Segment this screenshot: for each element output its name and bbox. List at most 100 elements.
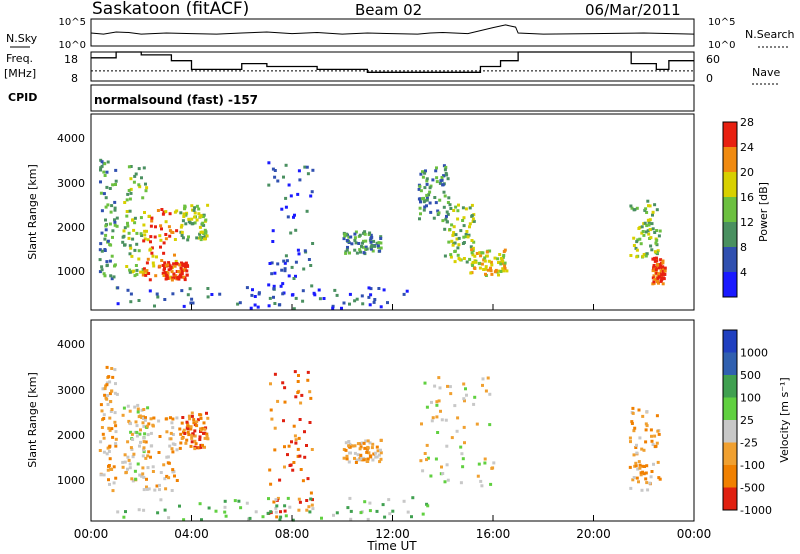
heatmap-cell [356, 453, 360, 457]
heatmap-cell [110, 204, 114, 208]
heatmap-cell [645, 252, 649, 256]
heatmap-cell [635, 206, 639, 210]
heatmap-cell [169, 431, 173, 435]
heatmap-cell [661, 270, 665, 274]
x-tick-label: 04:00 [174, 527, 209, 541]
heatmap-cell [294, 438, 298, 442]
heatmap-cell [224, 514, 228, 518]
heatmap-cell [292, 461, 296, 464]
heatmap-cell [310, 503, 314, 507]
heatmap-cell [468, 206, 472, 210]
heatmap-cell [138, 185, 142, 189]
heatmap-cell [205, 411, 208, 415]
heatmap-cell [276, 179, 280, 183]
heatmap-cell [180, 272, 184, 276]
heatmap-cell [173, 264, 177, 268]
heatmap-cell [288, 505, 292, 509]
heatmap-cell [172, 470, 176, 474]
heatmap-cell [223, 505, 227, 509]
heatmap-cell [169, 266, 173, 270]
heatmap-cell [103, 274, 107, 278]
heatmap-cell [150, 246, 154, 250]
heatmap-cell [134, 477, 138, 481]
heatmap-cell [239, 506, 243, 510]
heatmap-cell [353, 299, 357, 303]
heatmap-cell [134, 172, 138, 176]
heatmap-cell [644, 440, 648, 444]
heatmap-cell [192, 421, 196, 425]
heatmap-cell [125, 214, 129, 218]
heatmap-cell [115, 216, 119, 220]
heatmap-cell [360, 294, 364, 298]
power-ytick: 4000 [57, 132, 85, 145]
heatmap-cell [422, 196, 426, 200]
heatmap-cell [129, 422, 132, 426]
heatmap-cell [499, 262, 503, 266]
heatmap-cell [175, 416, 179, 420]
heatmap-cell [638, 436, 642, 440]
heatmap-cell [193, 211, 197, 215]
heatmap-cell [498, 260, 502, 264]
heatmap-cell [162, 210, 166, 214]
heatmap-cell [309, 396, 313, 400]
heatmap-cell [100, 409, 104, 413]
heatmap-cell [462, 224, 466, 228]
heatmap-cell [144, 273, 148, 277]
heatmap-cell [195, 236, 199, 240]
heatmap-cell [143, 432, 147, 436]
heatmap-cell [366, 439, 370, 443]
heatmap-cell [486, 376, 490, 380]
heatmap-cell [187, 433, 191, 437]
heatmap-cell [167, 476, 171, 480]
heatmap-cell [446, 201, 450, 204]
heatmap-cell [138, 444, 141, 448]
heatmap-cell [127, 231, 131, 235]
heatmap-cell [475, 422, 479, 426]
heatmap-cell [649, 475, 653, 479]
heatmap-cell [274, 506, 278, 510]
colorbar-swatch [723, 375, 737, 398]
heatmap-cell [114, 437, 118, 441]
heatmap-cell [634, 246, 638, 250]
heatmap-cell [114, 424, 118, 428]
velocity-ytick: 1000 [57, 474, 85, 487]
heatmap-cell [372, 300, 376, 304]
heatmap-cell [268, 468, 272, 472]
heatmap-cell [460, 452, 464, 456]
heatmap-cell [361, 241, 364, 245]
heatmap-cell [436, 431, 440, 434]
heatmap-cell [164, 237, 168, 241]
heatmap-cell [203, 235, 207, 239]
heatmap-cell [299, 401, 303, 405]
heatmap-cell [310, 448, 314, 451]
heatmap-cell [165, 474, 169, 478]
heatmap-cell [345, 232, 349, 236]
heatmap-cell [253, 303, 257, 307]
heatmap-cell [180, 261, 183, 265]
heatmap-cell [110, 254, 114, 258]
heatmap-cell [496, 257, 500, 261]
heatmap-cell [142, 223, 146, 227]
heatmap-cell [294, 274, 297, 278]
heatmap-cell [464, 207, 468, 211]
heatmap-cell [646, 488, 650, 492]
heatmap-cell [201, 426, 205, 430]
heatmap-cell [471, 249, 475, 253]
heatmap-cell [663, 266, 667, 270]
heatmap-cell [124, 470, 128, 474]
heatmap-cell [131, 455, 135, 459]
heatmap-cell [320, 516, 323, 520]
heatmap-cell [146, 454, 150, 458]
heatmap-cell [363, 232, 367, 236]
heatmap-cell [183, 207, 187, 211]
heatmap-cell [379, 457, 383, 461]
heatmap-cell [643, 208, 647, 212]
heatmap-cell [180, 230, 184, 234]
heatmap-cell [139, 440, 142, 444]
heatmap-cell [193, 206, 196, 210]
heatmap-cell [500, 256, 503, 260]
heatmap-cell [105, 263, 109, 267]
heatmap-cell [142, 408, 146, 411]
heatmap-cell [116, 510, 120, 514]
heatmap-cell [136, 462, 140, 466]
